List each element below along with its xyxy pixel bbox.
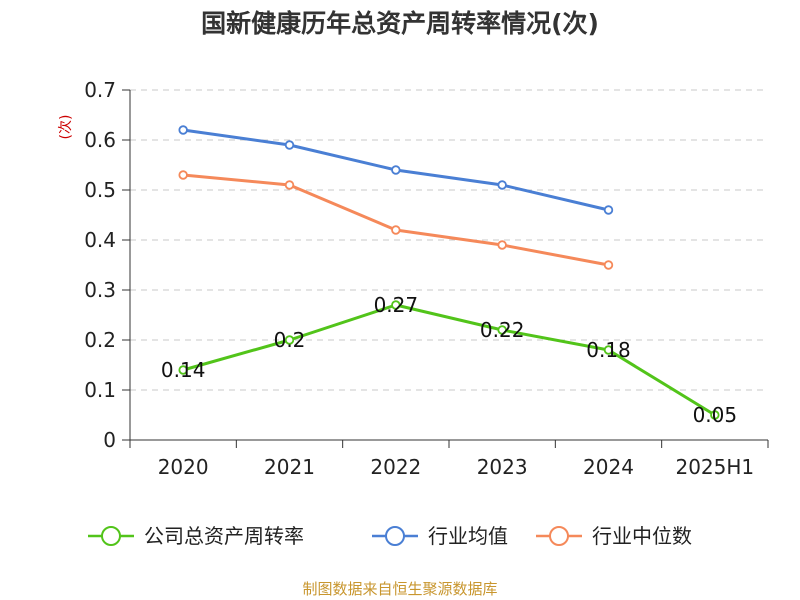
data-point [603,205,614,215]
chart-title: 国新健康历年总资产周转率情况(次) [201,9,599,38]
data-label: 0.14 [161,358,206,382]
series-industry-mean [178,125,614,215]
legend: 公司总资产周转率 行业均值 行业中位数 [88,524,692,548]
data-point [284,180,295,190]
data-label: 0.2 [274,328,306,352]
series-industry-median [178,170,614,270]
data-point [497,240,507,250]
data-point [178,125,188,135]
series-group [178,125,720,420]
x-tick-label: 2025H1 [675,455,754,479]
data-labels: 0.14 0.2 0.27 0.22 0.18 0.05 [161,293,737,427]
source-note: 制图数据来自恒生聚源数据库 [302,580,497,598]
x-tick-label: 2024 [583,455,634,479]
y-axis-label: (次) [58,115,74,140]
legend-label: 行业均值 [428,524,508,548]
legend-label: 公司总资产周转率 [144,524,304,548]
y-tick-label: 0.6 [84,128,116,152]
y-tick-label: 0.2 [84,328,116,352]
data-point [710,410,720,420]
data-label: 0.27 [374,293,419,317]
data-label: 0.18 [586,338,631,362]
data-point [391,225,401,235]
series-line [183,173,609,267]
data-point [391,300,401,310]
x-tick-label: 2021 [264,455,315,479]
data-label: 0.22 [480,318,525,342]
data-point [178,365,188,375]
data-point [603,260,614,270]
series-company [178,300,720,420]
y-tick-label: 0.7 [84,78,116,102]
y-tick-label: 0.5 [84,178,116,202]
y-tick-label: 0.1 [84,378,116,402]
data-label: 0.05 [693,403,738,427]
legend-item: 行业中位数 [536,524,692,548]
data-point [284,140,295,150]
data-point [178,170,188,180]
y-tick-label: 0 [103,428,116,452]
data-point [603,345,614,355]
legend-marker [385,526,405,546]
legend-marker [549,526,569,546]
legend-label: 行业中位数 [592,524,692,548]
y-tick-label: 0.3 [84,278,116,302]
data-point [391,165,401,175]
x-tick-label: 2023 [477,455,528,479]
legend-marker [101,526,121,546]
series-line [182,303,716,417]
data-point [497,325,507,335]
grid-lines [130,89,768,391]
legend-item: 行业均值 [372,524,508,548]
y-tick-label: 0.4 [84,228,116,252]
data-point [497,180,507,190]
x-tick-label: 2022 [370,455,421,479]
axes: 0 0.1 0.2 0.3 0.4 0.5 0.6 0.7 2020 2021 2022 2023 20… [84,78,769,479]
x-tick-label: 2020 [158,455,209,479]
data-point [284,335,295,345]
legend-item: 公司总资产周转率 [88,524,304,548]
